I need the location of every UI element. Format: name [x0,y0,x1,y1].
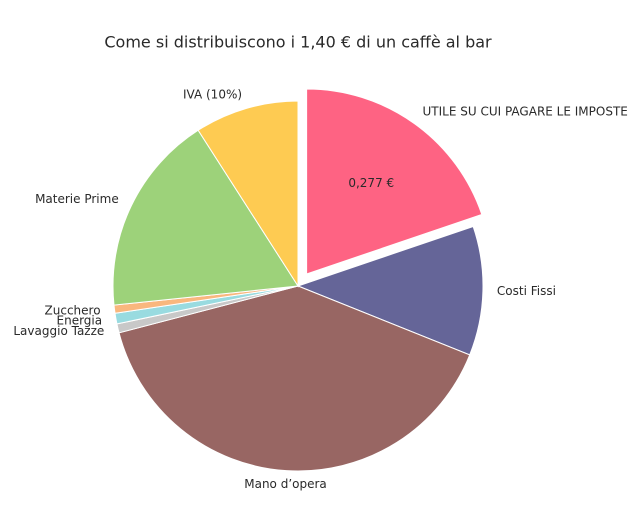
slice-label: Energia [57,314,103,328]
slice-label: IVA (10%) [183,88,242,102]
slice-label: UTILE SU CUI PAGARE LE IMPOSTE [423,105,628,119]
slice-label: Costi Fissi [497,284,556,298]
slice-label: Lavaggio Tazze [13,324,104,338]
pie-slice [118,285,471,472]
pie-slice [306,88,483,275]
pie-slice [112,129,299,306]
slice-label: Mano d’opera [244,477,327,491]
pie-slice [197,100,299,288]
chart-title: Come si distribuiscono i 1,40 € di un ca… [104,33,492,52]
pie-slice [296,225,484,356]
value-label: 0,277 € [348,176,394,190]
slice-label: Materie Prime [35,192,119,206]
slice-label: Zucchero [45,303,101,317]
